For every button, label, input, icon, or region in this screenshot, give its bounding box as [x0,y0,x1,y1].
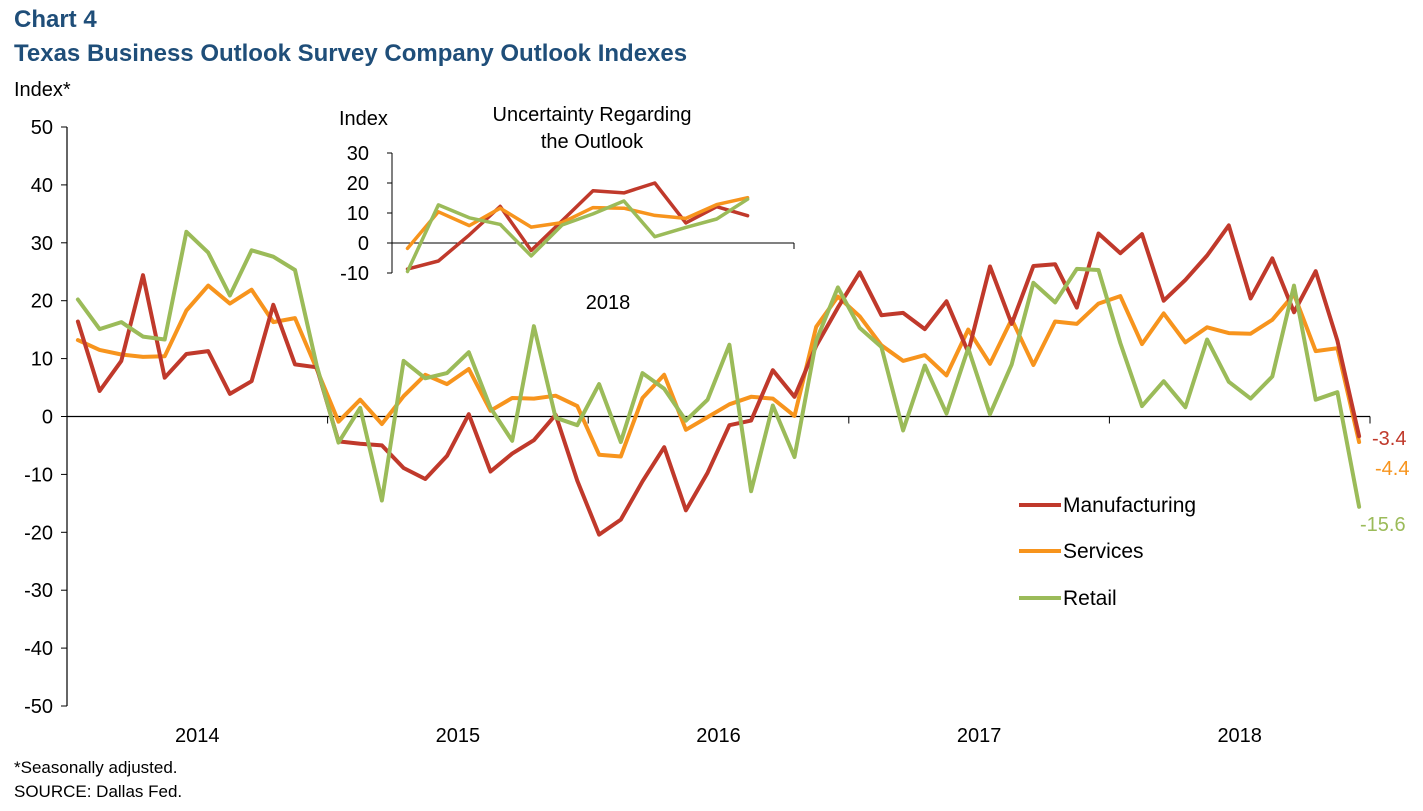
footnote-source: SOURCE: Dallas Fed. [14,782,183,801]
main-series-group [75,223,1362,537]
series-line-services [75,283,1362,459]
y-tick-label: 40 [31,175,53,197]
inset-series-group [405,181,750,274]
inset-series-line-retail [405,197,750,274]
x-tick-label: 2017 [957,725,1002,747]
inset-y-tick-label: 20 [347,173,369,195]
inset-title-line-2: the Outlook [541,131,644,153]
chart-number: Chart 4 [14,6,97,33]
legend-label-services: Services [1063,540,1144,563]
end-label-retail: -15.6 [1360,514,1406,536]
main-axes: 50 40 30 20 10 0 -10 -20 -30 -40 -50 2014 2015 2016 20… [24,117,1371,747]
x-tick-label: 2018 [1217,725,1262,747]
inset-series-line-manufacturing [405,181,750,271]
end-labels: -3.4 -4.4 -15.6 [1360,428,1409,536]
x-tick-label: 2015 [436,725,481,747]
footnote-seasonal: *Seasonally adjusted. [14,758,178,777]
y-tick-label: 10 [31,349,53,371]
y-tick-label: -10 [24,464,53,486]
legend-label-retail: Retail [1063,587,1117,610]
y-tick-label: 20 [31,291,53,313]
y-tick-label: 0 [42,407,53,429]
y-tick-label: 30 [31,233,53,255]
y-tick-label: -50 [24,696,53,718]
inset-title-line-1: Uncertainty Regarding [493,104,692,126]
legend-label-manufacturing: Manufacturing [1063,494,1196,517]
y-axis-label: Index* [14,79,71,101]
y-tick-label: -30 [24,580,53,602]
end-label-manufacturing: -3.4 [1372,428,1406,450]
y-tick-label: 50 [31,117,53,139]
inset-series-line-services [405,195,750,251]
x-tick-label: 2014 [175,725,220,747]
chart-title: Texas Business Outlook Survey Company Ou… [14,40,688,67]
end-label-services: -4.4 [1375,458,1409,480]
x-tick-label: 2016 [696,725,741,747]
inset-y-tick-label: 30 [347,143,369,165]
inset-chart: Index Uncertainty Regarding the Outlook … [339,104,795,314]
inset-x-label: 2018 [586,292,631,314]
series-line-manufacturing [75,223,1362,537]
inset-y-tick-label: -10 [340,263,369,285]
inset-y-tick-label: 0 [358,233,369,255]
inset-y-axis-label: Index [339,108,388,130]
y-tick-label: -40 [24,638,53,660]
y-tick-label: -20 [24,522,53,544]
series-line-retail [75,229,1362,509]
inset-y-tick-label: 10 [347,203,369,225]
legend: Manufacturing Services Retail [1019,494,1196,610]
inset-axes: 30 20 10 0 -10 [340,143,795,285]
